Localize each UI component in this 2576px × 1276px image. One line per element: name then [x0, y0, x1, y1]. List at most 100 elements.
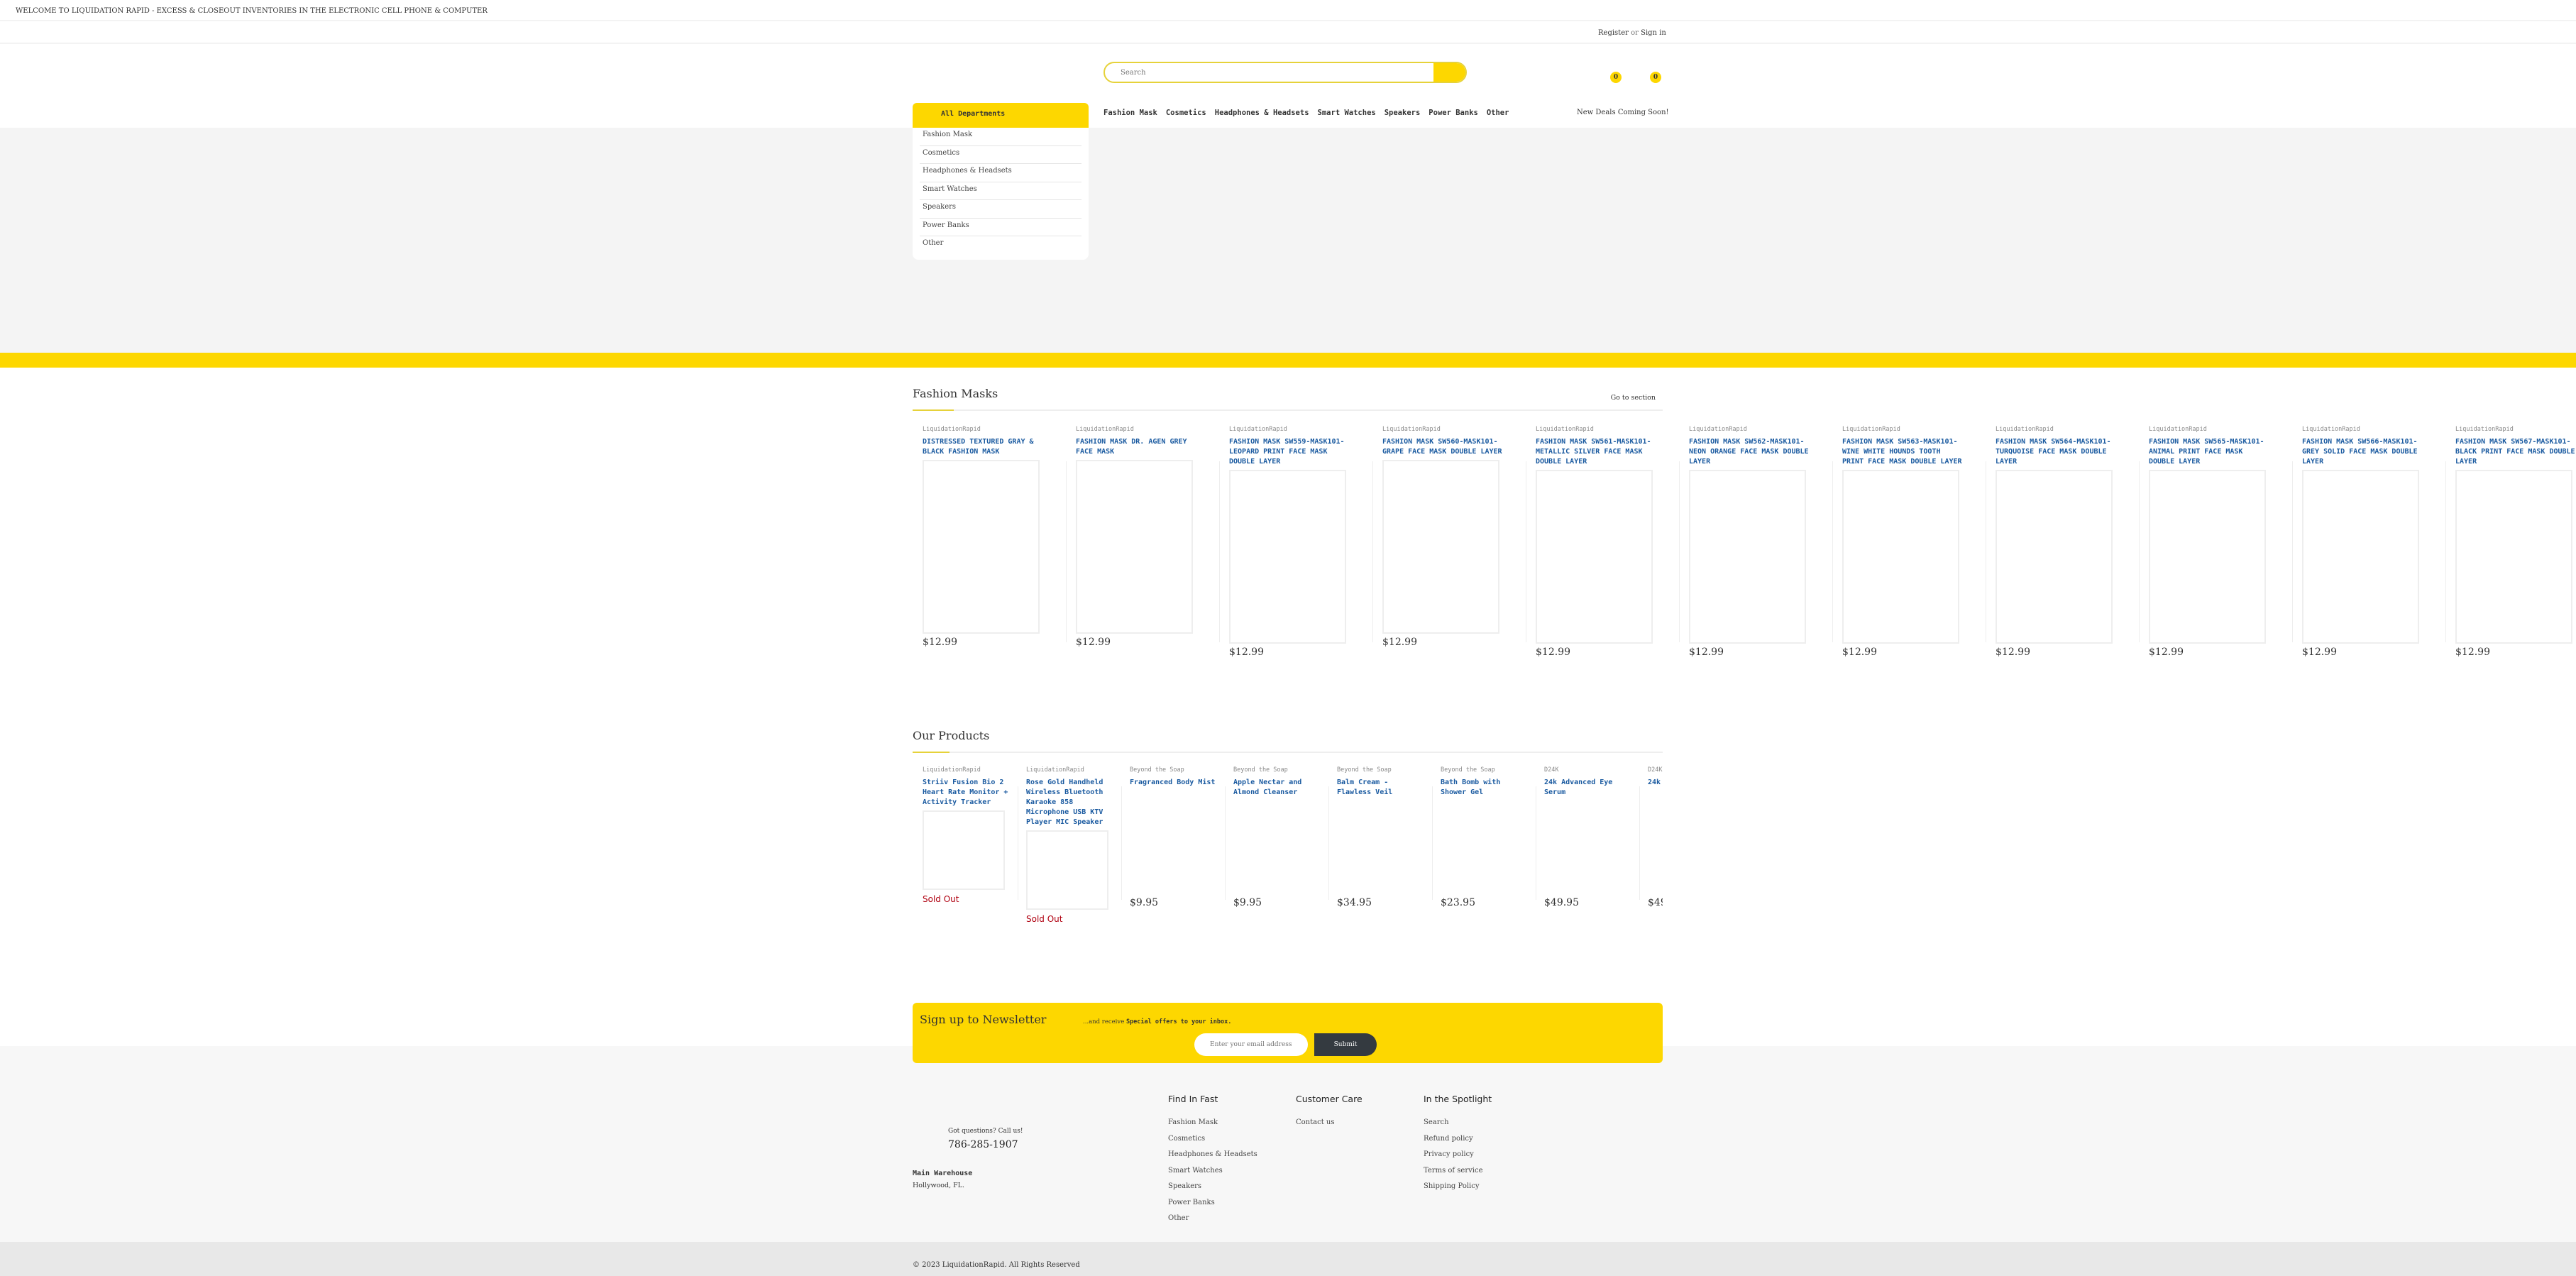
product-card[interactable]: Beyond the Soap Bath Bomb with Shower Gel… — [1441, 766, 1527, 937]
footer-link[interactable]: Shipping Policy — [1424, 1182, 1480, 1190]
product-card[interactable]: LiquidationRapid FASHION MASK SW560-MASK1… — [1382, 426, 1504, 648]
product-title[interactable]: Fragranced Body Mist — [1130, 779, 1216, 786]
footer-link[interactable]: Refund policy — [1424, 1134, 1473, 1143]
copyright: © 2023 LiquidationRapid. All Rights Rese… — [913, 1261, 1080, 1269]
card-divider — [1372, 461, 1373, 642]
product-card[interactable]: LiquidationRapid FASHION MASK SW561-MASK1… — [1536, 426, 1658, 658]
search-button[interactable] — [1433, 63, 1465, 82]
department-item[interactable]: Other — [923, 239, 944, 247]
product-title[interactable]: FASHION MASK SW566-MASK101-GREY SOLID FA… — [2302, 438, 2418, 466]
footer-link[interactable]: Terms of service — [1424, 1166, 1483, 1175]
product-card[interactable]: Beyond the Soap Fragranced Body Mist $9.95 — [1130, 766, 1216, 937]
footer — [0, 1046, 2576, 1242]
department-item[interactable]: Smart Watches — [920, 182, 1081, 200]
nav-item[interactable]: Other — [1486, 109, 1509, 117]
nav-item[interactable]: Power Banks — [1429, 109, 1478, 117]
register-link[interactable]: Register — [1598, 29, 1629, 37]
product-image[interactable] — [1842, 470, 1959, 644]
department-item[interactable]: Power Banks — [920, 219, 1081, 236]
product-title[interactable]: DISTRESSED TEXTURED GRAY & BLACK FASHION… — [923, 438, 1034, 456]
footer-link[interactable]: Speakers — [1168, 1182, 1202, 1190]
cart-count-badge[interactable]: 0 — [1650, 72, 1661, 83]
product-image[interactable] — [923, 810, 1005, 890]
product-card[interactable]: LiquidationRapid FASHION MASK SW565-MASK1… — [2149, 426, 2271, 658]
product-title[interactable]: FASHION MASK SW565-MASK101- ANIMAL PRINT… — [2149, 438, 2264, 466]
product-card[interactable]: Beyond the Soap Apple Nectar and Almond C… — [1233, 766, 1320, 937]
all-departments-button[interactable]: All Departments — [913, 103, 1089, 128]
footer-link[interactable]: Headphones & Headsets — [1168, 1150, 1257, 1158]
department-item[interactable]: Fashion Mask — [920, 128, 1081, 146]
product-card[interactable]: LiquidationRapid FASHION MASK SW567-MASK1… — [2455, 426, 2576, 658]
account-bar: Register or Sign in — [0, 27, 2576, 44]
product-title[interactable]: FASHION MASK SW561-MASK101- METALLIC SIL… — [1536, 438, 1651, 466]
product-card[interactable]: D24K 24k Advanced Eye Serum $49.95 — [1544, 766, 1631, 937]
product-card[interactable]: LiquidationRapid FASHION MASK SW564-MASK1… — [1996, 426, 2118, 658]
footer-link[interactable]: Privacy policy — [1424, 1150, 1474, 1158]
product-card[interactable]: LiquidationRapid FASHION MASK SW559-MASK1… — [1229, 426, 1351, 658]
department-item[interactable]: Speakers — [920, 200, 1081, 219]
signin-link[interactable]: Sign in — [1641, 29, 1666, 37]
product-image[interactable] — [2455, 470, 2572, 644]
yellow-divider — [0, 353, 2576, 368]
product-image[interactable] — [2149, 470, 2266, 644]
copyright-bar: © 2023 LiquidationRapid. All Rights Rese… — [0, 1242, 2576, 1276]
product-title[interactable]: Rose Gold Handheld Wireless Bluetooth Ka… — [1026, 779, 1103, 826]
wishlist-count-badge[interactable]: 0 — [1610, 72, 1622, 83]
product-brand: D24K — [1544, 766, 1559, 774]
email-input[interactable] — [1194, 1033, 1308, 1056]
product-image[interactable] — [2302, 470, 2419, 644]
product-image[interactable] — [923, 460, 1040, 634]
product-title[interactable]: FASHION MASK SW562-MASK101-NEON ORANGE F… — [1689, 438, 1809, 466]
product-title[interactable]: FASHION MASK SW564-MASK101- TURQUOISE FA… — [1996, 438, 2111, 466]
phone-number[interactable]: 786-285-1907 — [948, 1139, 1018, 1150]
footer-link[interactable]: Search — [1424, 1118, 1449, 1126]
product-brand: Beyond the Soap — [1130, 766, 1184, 774]
product-title[interactable]: FASHION MASK SW563-MASK101- WINE WHITE H… — [1842, 438, 1962, 466]
nav-item[interactable]: Smart Watches — [1317, 109, 1376, 117]
product-title[interactable]: Apple Nectar and Almond Cleanser — [1233, 779, 1302, 796]
nav-item[interactable]: Speakers — [1384, 109, 1421, 117]
submit-button[interactable]: Submit — [1314, 1033, 1377, 1056]
product-card[interactable]: Beyond the Soap Balm Cream - Flawless Vei… — [1337, 766, 1424, 937]
product-title[interactable]: 24k Cre — [1648, 779, 1663, 786]
product-card[interactable]: LiquidationRapid Striiv Fusion Bio 2 Hear… — [923, 766, 1009, 937]
warehouse-location: Hollywood, FL. — [913, 1182, 965, 1189]
product-title[interactable]: Bath Bomb with Shower Gel — [1441, 779, 1501, 796]
nav-item[interactable]: Cosmetics — [1165, 109, 1206, 117]
product-image[interactable] — [1382, 460, 1499, 634]
product-image[interactable] — [1076, 460, 1193, 634]
go-to-section-link[interactable]: Go to section — [1610, 394, 1656, 402]
product-card[interactable]: D24K 24k Cre $49 — [1648, 766, 1663, 937]
footer-column-title: In the Spotlight — [1424, 1094, 1492, 1104]
product-title[interactable]: Balm Cream - Flawless Veil — [1337, 779, 1393, 796]
footer-link[interactable]: Other — [1168, 1214, 1189, 1222]
department-item[interactable]: Cosmetics — [920, 146, 1081, 164]
product-card[interactable]: LiquidationRapid FASHION MASK SW563-MASK1… — [1842, 426, 1964, 658]
department-item[interactable]: Headphones & Headsets — [920, 164, 1081, 182]
product-card[interactable]: LiquidationRapid FASHION MASK SW562-MASK1… — [1689, 426, 1811, 658]
product-image[interactable] — [1996, 470, 2113, 644]
product-title[interactable]: Striiv Fusion Bio 2 Heart Rate Monitor +… — [923, 779, 1008, 806]
card-divider — [1639, 786, 1640, 900]
product-title[interactable]: 24k Advanced Eye Serum — [1544, 779, 1613, 796]
product-title[interactable]: FASHION MASK SW559-MASK101- LEOPARD PRIN… — [1229, 438, 1345, 466]
product-image[interactable] — [1229, 470, 1346, 644]
product-title[interactable]: FASHION MASK DR. AGEN GREY FACE MASK — [1076, 438, 1187, 456]
product-image[interactable] — [1026, 830, 1108, 910]
product-title[interactable]: FASHION MASK SW567-MASK101-BLACK PRINT F… — [2455, 438, 2575, 466]
footer-link[interactable]: Contact us — [1296, 1118, 1335, 1126]
product-image[interactable] — [1689, 470, 1806, 644]
footer-link[interactable]: Power Banks — [1168, 1198, 1215, 1206]
footer-link[interactable]: Cosmetics — [1168, 1134, 1206, 1143]
nav-item[interactable]: Headphones & Headsets — [1214, 109, 1309, 117]
product-card[interactable]: LiquidationRapid Rose Gold Handheld Wirel… — [1026, 766, 1113, 937]
product-card[interactable]: LiquidationRapid DISTRESSED TEXTURED GRAY… — [923, 426, 1045, 648]
nav-item[interactable]: Fashion Mask — [1103, 109, 1157, 117]
product-card[interactable]: LiquidationRapid FASHION MASK DR. AGEN GR… — [1076, 426, 1198, 648]
product-card[interactable]: LiquidationRapid FASHION MASK SW566-MASK1… — [2302, 426, 2424, 658]
footer-link[interactable]: Fashion Mask — [1168, 1118, 1218, 1126]
footer-link[interactable]: Smart Watches — [1168, 1166, 1223, 1175]
search-input[interactable] — [1105, 63, 1431, 82]
product-title[interactable]: FASHION MASK SW560-MASK101- GRAPE FACE M… — [1382, 438, 1502, 456]
product-image[interactable] — [1536, 470, 1653, 644]
